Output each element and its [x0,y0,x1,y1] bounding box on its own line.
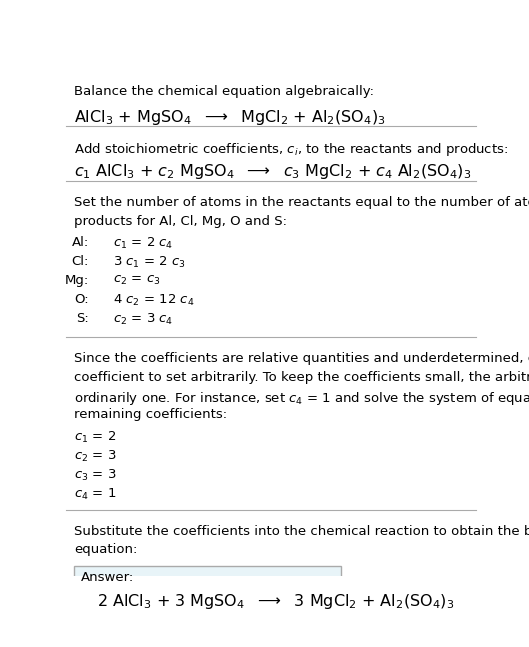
Text: 4 $c_2$ = 12 $c_4$: 4 $c_2$ = 12 $c_4$ [113,293,195,308]
Text: $c_1$ = 2 $c_4$: $c_1$ = 2 $c_4$ [113,236,174,251]
Text: Substitute the coefficients into the chemical reaction to obtain the balanced: Substitute the coefficients into the che… [74,525,529,538]
Text: products for Al, Cl, Mg, O and S:: products for Al, Cl, Mg, O and S: [74,215,287,228]
Text: O:: O: [74,293,89,306]
Text: Mg:: Mg: [65,274,89,287]
Text: AlCl$_3$ + MgSO$_4$  $\longrightarrow$  MgCl$_2$ + Al$_2$(SO$_4$)$_3$: AlCl$_3$ + MgSO$_4$ $\longrightarrow$ Mg… [74,107,386,127]
Text: $c_2$ = $c_3$: $c_2$ = $c_3$ [113,274,161,287]
Text: Balance the chemical equation algebraically:: Balance the chemical equation algebraica… [74,85,375,98]
Text: $c_1$ = 2: $c_1$ = 2 [74,430,116,445]
Text: equation:: equation: [74,543,138,556]
FancyBboxPatch shape [74,566,341,624]
Text: Cl:: Cl: [71,255,89,268]
Text: Set the number of atoms in the reactants equal to the number of atoms in the: Set the number of atoms in the reactants… [74,196,529,209]
Text: Answer:: Answer: [80,571,134,584]
Text: Al:: Al: [71,236,89,249]
Text: $c_3$ = 3: $c_3$ = 3 [74,468,117,483]
Text: $c_4$ = 1: $c_4$ = 1 [74,487,116,502]
Text: $c_1$ AlCl$_3$ + $c_2$ MgSO$_4$  $\longrightarrow$  $c_3$ MgCl$_2$ + $c_4$ Al$_2: $c_1$ AlCl$_3$ + $c_2$ MgSO$_4$ $\longri… [74,162,472,181]
Text: ordinarily one. For instance, set $c_4$ = 1 and solve the system of equations fo: ordinarily one. For instance, set $c_4$ … [74,389,529,406]
Text: coefficient to set arbitrarily. To keep the coefficients small, the arbitrary va: coefficient to set arbitrarily. To keep … [74,371,529,384]
Text: Since the coefficients are relative quantities and underdetermined, choose a: Since the coefficients are relative quan… [74,352,529,365]
Text: 2 AlCl$_3$ + 3 MgSO$_4$  $\longrightarrow$  3 MgCl$_2$ + Al$_2$(SO$_4$)$_3$: 2 AlCl$_3$ + 3 MgSO$_4$ $\longrightarrow… [97,592,454,611]
Text: $c_2$ = 3 $c_4$: $c_2$ = 3 $c_4$ [113,312,174,327]
Text: $c_2$ = 3: $c_2$ = 3 [74,449,117,464]
Text: remaining coefficients:: remaining coefficients: [74,408,227,421]
Text: 3 $c_1$ = 2 $c_3$: 3 $c_1$ = 2 $c_3$ [113,255,186,270]
Text: S:: S: [76,312,89,325]
Text: Add stoichiometric coefficients, $c_i$, to the reactants and products:: Add stoichiometric coefficients, $c_i$, … [74,142,508,159]
